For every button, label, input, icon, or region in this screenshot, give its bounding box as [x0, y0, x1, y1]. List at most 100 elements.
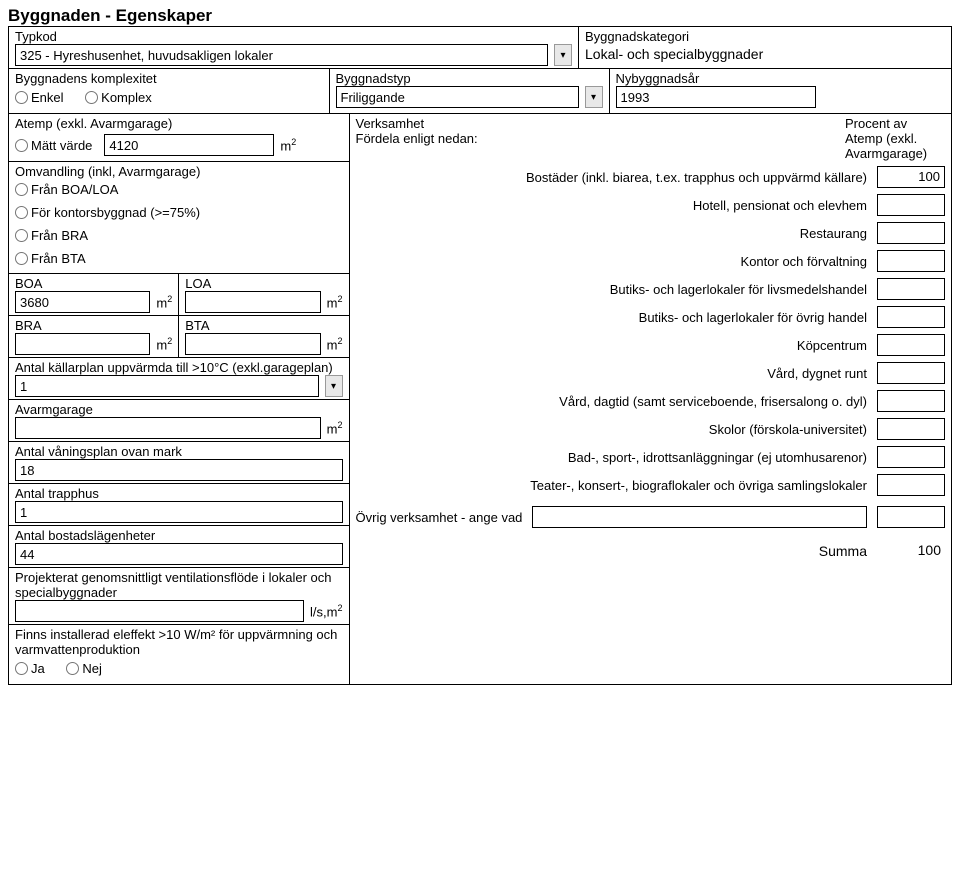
verksamhet-item-label: Teater-, konsert-, biograflokaler och öv…	[356, 478, 868, 493]
byggnadstyp-dropdown-icon[interactable]: ▾	[585, 86, 603, 108]
verksamhet-heading: Verksamhet	[356, 116, 846, 131]
ventilation-field[interactable]	[15, 600, 304, 622]
byggnadskategori-label: Byggnadskategori	[585, 29, 945, 44]
avarmgarage-label: Avarmgarage	[15, 402, 343, 417]
ventilation-label: Projekterat genomsnittligt ventilationsf…	[15, 570, 343, 600]
summa-label: Summa	[356, 543, 868, 559]
omvandling-label: Omvandling (inkl, Avarmgarage)	[15, 164, 343, 179]
eleffekt-label: Finns installerad eleffekt >10 W/m² för …	[15, 627, 343, 657]
verksamhet-item-pct[interactable]	[877, 362, 945, 384]
eleffekt-nej-radio[interactable]: Nej	[66, 661, 102, 676]
verksamhet-item-pct[interactable]	[877, 334, 945, 356]
vaningsplan-label: Antal våningsplan ovan mark	[15, 444, 343, 459]
komplexitet-komplex-radio[interactable]: Komplex	[85, 90, 152, 105]
verksamhet-item-pct[interactable]: 100	[877, 166, 945, 188]
summa-value: 100	[877, 540, 945, 562]
ovrig-verksamhet-pct[interactable]	[877, 506, 945, 528]
avarmgarage-field[interactable]	[15, 417, 321, 439]
verksamhet-item-pct[interactable]	[877, 418, 945, 440]
verksamhet-item-label: Vård, dagtid (samt serviceboende, friser…	[356, 394, 868, 409]
verksamhet-item-pct[interactable]	[877, 250, 945, 272]
komplexitet-enkel-radio[interactable]: Enkel	[15, 90, 64, 105]
atemp-matt-varde-radio[interactable]: Mätt värde	[15, 138, 92, 153]
verksamhet-item-label: Bad-, sport-, idrottsanläggningar (ej ut…	[356, 450, 868, 465]
omvandling-kontors-radio[interactable]: För kontorsbyggnad (>=75%)	[15, 205, 200, 220]
verksamhet-item-label: Butiks- och lagerlokaler för övrig hande…	[356, 310, 868, 325]
omvandling-boa-loa-radio[interactable]: Från BOA/LOA	[15, 182, 118, 197]
atemp-unit: m2	[280, 137, 296, 153]
main-form-frame: Typkod 325 - Hyreshusenhet, huvudsaklige…	[8, 26, 952, 685]
ovrig-verksamhet-input[interactable]	[532, 506, 867, 528]
bra-unit: m2	[156, 336, 172, 352]
verksamhet-list: Bostäder (inkl. biarea, t.ex. trapphus o…	[356, 165, 946, 497]
komplexitet-label: Byggnadens komplexitet	[15, 71, 323, 86]
verksamhet-item-label: Bostäder (inkl. biarea, t.ex. trapphus o…	[356, 170, 868, 185]
nybyggnadsar-field[interactable]: 1993	[616, 86, 816, 108]
nybyggnadsar-label: Nybyggnadsår	[616, 71, 946, 86]
vaningsplan-field[interactable]: 18	[15, 459, 343, 481]
bta-unit: m2	[327, 336, 343, 352]
verksamhet-item-pct[interactable]	[877, 446, 945, 468]
verksamhet-item-label: Butiks- och lagerlokaler för livsmedelsh…	[356, 282, 868, 297]
verksamhet-item-label: Köpcentrum	[356, 338, 868, 353]
verksamhet-row: Teater-, konsert-, biograflokaler och öv…	[356, 473, 946, 497]
verksamhet-item-pct[interactable]	[877, 474, 945, 496]
verksamhet-row: Köpcentrum	[356, 333, 946, 357]
verksamhet-item-pct[interactable]	[877, 194, 945, 216]
verksamhet-item-label: Skolor (förskola-universitet)	[356, 422, 868, 437]
bostadslagenheter-field[interactable]: 44	[15, 543, 343, 565]
verksamhet-item-pct[interactable]	[877, 390, 945, 412]
byggnadskategori-value: Lokal- och specialbyggnader	[585, 44, 945, 62]
komplexitet-komplex-label: Komplex	[101, 90, 152, 105]
atemp-field[interactable]: 4120	[104, 134, 274, 156]
verksamhet-row: Vård, dygnet runt	[356, 361, 946, 385]
boa-label: BOA	[15, 276, 172, 291]
boa-field[interactable]: 3680	[15, 291, 150, 313]
typkod-dropdown-icon[interactable]: ▾	[554, 44, 572, 66]
kallarplan-label: Antal källarplan uppvärmda till >10°C (e…	[15, 360, 343, 375]
verksamhet-item-label: Vård, dygnet runt	[356, 366, 868, 381]
verksamhet-row: Kontor och förvaltning	[356, 249, 946, 273]
verksamhet-row: Bad-, sport-, idrottsanläggningar (ej ut…	[356, 445, 946, 469]
atemp-label: Atemp (exkl. Avarmgarage)	[15, 116, 343, 131]
bostadslagenheter-label: Antal bostadslägenheter	[15, 528, 343, 543]
verksamhet-row: Vård, dagtid (samt serviceboende, friser…	[356, 389, 946, 413]
byggnadstyp-select[interactable]: Friliggande	[336, 86, 579, 108]
verksamhet-row: Butiks- och lagerlokaler för livsmedelsh…	[356, 277, 946, 301]
verksamhet-item-label: Restaurang	[356, 226, 868, 241]
ovrig-verksamhet-label: Övrig verksamhet - ange vad	[356, 510, 523, 525]
byggnadstyp-label: Byggnadstyp	[336, 71, 603, 86]
trapphus-label: Antal trapphus	[15, 486, 343, 501]
loa-field[interactable]	[185, 291, 320, 313]
avarmgarage-unit: m2	[327, 420, 343, 436]
boa-unit: m2	[156, 294, 172, 310]
verksamhet-row: Skolor (förskola-universitet)	[356, 417, 946, 441]
loa-unit: m2	[327, 294, 343, 310]
bta-field[interactable]	[185, 333, 320, 355]
verksamhet-item-label: Kontor och förvaltning	[356, 254, 868, 269]
ventilation-unit: l/s,m2	[310, 603, 342, 619]
bra-field[interactable]	[15, 333, 150, 355]
verksamhet-item-pct[interactable]	[877, 306, 945, 328]
loa-label: LOA	[185, 276, 342, 291]
typkod-label: Typkod	[15, 29, 572, 44]
komplexitet-enkel-label: Enkel	[31, 90, 64, 105]
typkod-select[interactable]: 325 - Hyreshusenhet, huvudsakligen lokal…	[15, 44, 548, 66]
verksamhet-item-pct[interactable]	[877, 222, 945, 244]
atemp-matt-varde-label: Mätt värde	[31, 138, 92, 153]
eleffekt-ja-radio[interactable]: Ja	[15, 661, 45, 676]
bra-label: BRA	[15, 318, 172, 333]
page-title: Byggnaden - Egenskaper	[8, 6, 952, 26]
trapphus-field[interactable]: 1	[15, 501, 343, 523]
omvandling-bra-radio[interactable]: Från BRA	[15, 228, 88, 243]
kallarplan-select[interactable]: 1	[15, 375, 319, 397]
verksamhet-item-label: Hotell, pensionat och elevhem	[356, 198, 868, 213]
kallarplan-dropdown-icon[interactable]: ▾	[325, 375, 343, 397]
bta-label: BTA	[185, 318, 342, 333]
verksamhet-row: Hotell, pensionat och elevhem	[356, 193, 946, 217]
omvandling-bta-radio[interactable]: Från BTA	[15, 251, 86, 266]
verksamhet-row: Restaurang	[356, 221, 946, 245]
verksamhet-row: Bostäder (inkl. biarea, t.ex. trapphus o…	[356, 165, 946, 189]
verksamhet-pct-heading: Procent av Atemp (exkl. Avarmgarage)	[845, 116, 945, 161]
verksamhet-item-pct[interactable]	[877, 278, 945, 300]
